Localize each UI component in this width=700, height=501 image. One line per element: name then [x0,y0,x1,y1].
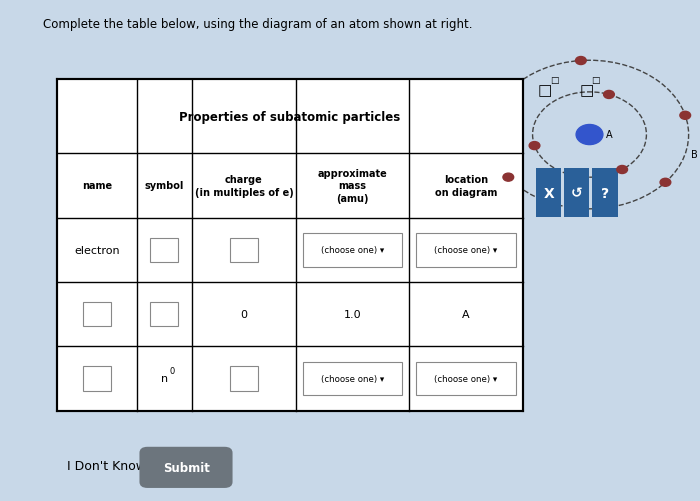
Text: symbol: symbol [145,181,184,191]
FancyBboxPatch shape [230,367,258,391]
Circle shape [576,125,603,145]
FancyBboxPatch shape [150,238,178,263]
FancyBboxPatch shape [416,362,516,395]
Text: (choose one) ▾: (choose one) ▾ [434,374,498,383]
FancyBboxPatch shape [416,233,516,267]
Text: 1.0: 1.0 [344,310,361,320]
Text: □: □ [592,76,600,85]
Text: □: □ [580,83,594,98]
Circle shape [603,91,615,99]
FancyBboxPatch shape [139,447,232,488]
Text: ↺: ↺ [571,186,582,200]
Text: Properties of subatomic particles: Properties of subatomic particles [179,111,400,124]
FancyBboxPatch shape [57,80,522,411]
FancyBboxPatch shape [302,233,402,267]
Circle shape [660,179,671,187]
Text: Complete the table below, using the diagram of an atom shown at right.: Complete the table below, using the diag… [43,18,472,31]
Text: (choose one) ▾: (choose one) ▾ [321,246,384,255]
Text: 0: 0 [240,310,247,320]
Text: ?: ? [601,186,609,200]
Text: □: □ [550,76,559,85]
Text: Submit: Submit [163,461,210,474]
Circle shape [617,166,627,174]
Text: A: A [462,310,470,320]
FancyBboxPatch shape [150,303,178,327]
Text: name: name [82,181,112,191]
FancyBboxPatch shape [536,169,561,218]
FancyBboxPatch shape [230,238,258,263]
FancyBboxPatch shape [83,367,111,391]
Text: 0: 0 [169,367,175,376]
Text: charge
(in multiples of e): charge (in multiples of e) [195,175,293,197]
Circle shape [503,174,514,182]
Text: (choose one) ▾: (choose one) ▾ [434,246,498,255]
Text: approximate
mass
(amu): approximate mass (amu) [318,169,388,203]
Text: B: B [691,149,697,159]
FancyBboxPatch shape [564,169,589,218]
FancyBboxPatch shape [592,169,617,218]
Circle shape [529,142,540,150]
Text: I Don't Know: I Don't Know [67,459,146,472]
FancyBboxPatch shape [302,362,402,395]
Text: □: □ [538,83,552,98]
Text: n: n [161,374,168,384]
Text: (choose one) ▾: (choose one) ▾ [321,374,384,383]
Circle shape [575,58,586,66]
Text: X: X [543,186,554,200]
FancyBboxPatch shape [83,303,111,327]
Text: electron: electron [74,245,120,256]
Text: location
on diagram: location on diagram [435,175,497,197]
Text: A: A [606,129,612,139]
Circle shape [680,112,691,120]
